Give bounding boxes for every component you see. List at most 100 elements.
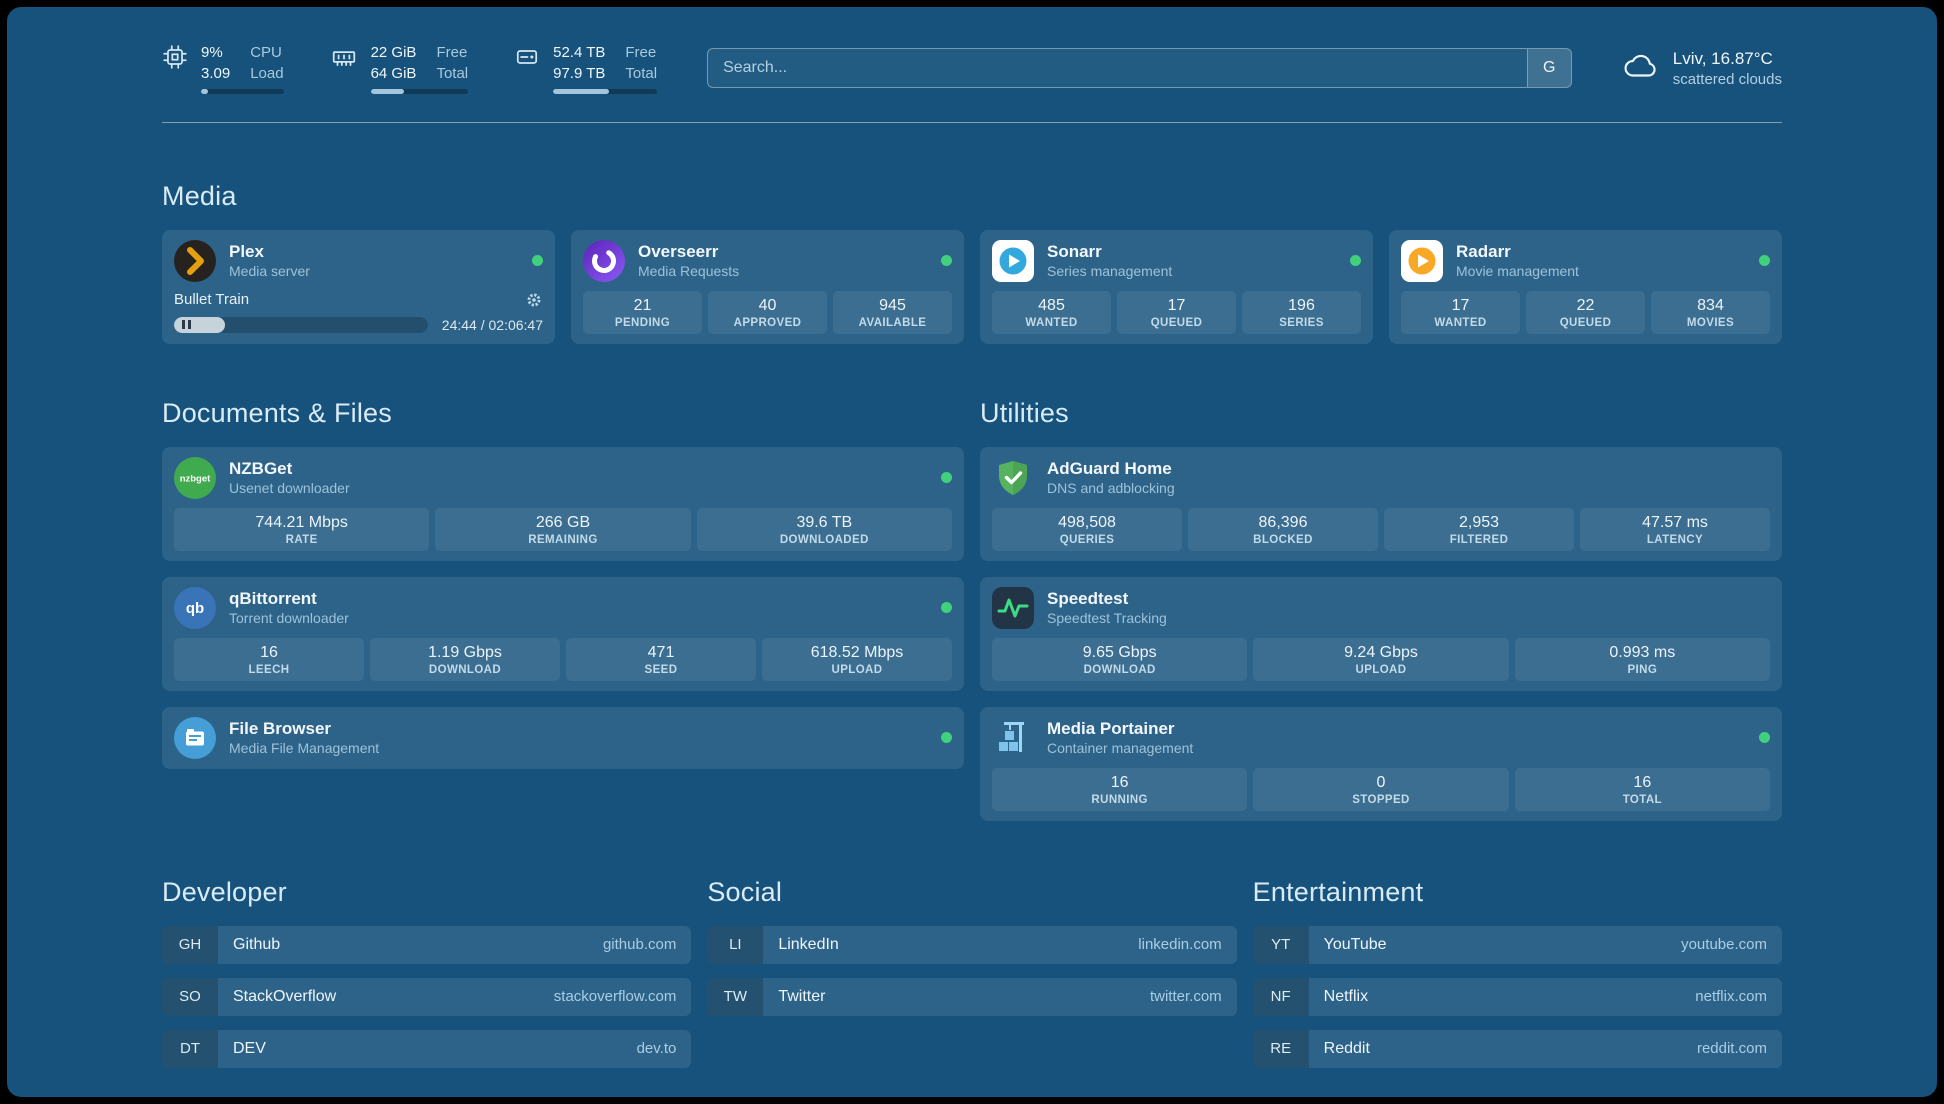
stat-approved: 40 APPROVED	[708, 290, 827, 334]
service-card-filebrowser[interactable]: File Browser Media File Management	[162, 706, 964, 769]
stat-blocked: 86,396 BLOCKED	[1188, 507, 1378, 551]
stat-download: 1.19 Gbps DOWNLOAD	[370, 637, 560, 681]
service-card-speedtest[interactable]: Speedtest Speedtest Tracking 9.65 Gbps D…	[980, 576, 1782, 691]
service-name: NZBGet	[229, 458, 293, 478]
stat-label: SERIES	[1279, 316, 1324, 329]
stat-label: APPROVED	[733, 316, 802, 329]
qbittorrent-icon: qb	[174, 586, 216, 629]
service-card-radarr[interactable]: Radarr Movie management 17 WANTED 22 QUE…	[1389, 229, 1782, 344]
stat-wanted: 17 WANTED	[1401, 290, 1520, 334]
filebrowser-icon	[174, 716, 216, 759]
now-playing-title: Bullet Train	[174, 291, 250, 309]
search-provider-button[interactable]: G	[1526, 49, 1571, 88]
stat-label: WANTED	[1434, 316, 1487, 329]
bookmark-name: DEV	[233, 1039, 266, 1057]
stat-value: 16	[1110, 773, 1129, 791]
memory-icon	[330, 44, 358, 75]
bookmark-url: linkedin.com	[1138, 936, 1222, 954]
documents-column: Documents & Files nzbget NZBGet Usenet d…	[162, 398, 964, 821]
overseerr-icon	[583, 239, 625, 282]
stat-movies: 834 MOVIES	[1651, 290, 1770, 334]
bookmark-url: youtube.com	[1681, 936, 1767, 954]
stat-label: DOWNLOAD	[1083, 663, 1156, 676]
service-card-plex[interactable]: Plex Media server Bullet Train	[162, 229, 555, 344]
stat-value: 16	[260, 643, 278, 661]
stat-filtered: 2,953 FILTERED	[1384, 507, 1574, 551]
disk-usage-bar	[553, 88, 658, 94]
search-input[interactable]	[708, 49, 1527, 88]
stat-value: 945	[879, 296, 906, 314]
stat-running: 16 RUNNING	[992, 767, 1248, 811]
bookmark-name: Netflix	[1323, 987, 1369, 1005]
stat-upload: 618.52 Mbps UPLOAD	[762, 637, 952, 681]
nzbget-icon: nzbget	[174, 456, 216, 499]
stat-label: WANTED	[1025, 316, 1078, 329]
service-card-overseerr[interactable]: Overseerr Media Requests 21 PENDING 40 A…	[571, 229, 964, 344]
bookmark-name: Twitter	[778, 987, 826, 1005]
stat-value: 86,396	[1258, 513, 1308, 531]
stat-label: LATENCY	[1646, 533, 1704, 546]
stat-seed: 471 SEED	[566, 637, 756, 681]
bookmark-dev[interactable]: DT DEV dev.to	[162, 1029, 692, 1068]
playback-progress-fill	[174, 316, 225, 333]
cpu-load-label: Load	[250, 64, 284, 82]
memory-free-label: Free	[436, 44, 468, 61]
status-dot	[941, 255, 952, 267]
memory-free-value: 22 GiB	[370, 44, 417, 61]
stat-value: 17	[1167, 296, 1186, 314]
search-bar: G	[707, 48, 1572, 89]
stat-label: UPLOAD	[1355, 663, 1407, 676]
speedtest-icon	[992, 586, 1034, 629]
bookmark-youtube[interactable]: YT YouTube youtube.com	[1252, 925, 1782, 964]
bookmark-twitter[interactable]: TW Twitter twitter.com	[707, 977, 1237, 1016]
playback-progress-bar[interactable]	[174, 316, 428, 333]
gear-icon[interactable]	[525, 291, 543, 309]
stat-label: FILTERED	[1449, 533, 1509, 546]
cpu-widget: 9% CPU 3.09 Load	[162, 43, 284, 94]
stat-downloaded: 39.6 TB DOWNLOADED	[696, 507, 952, 551]
stat-label: SEED	[644, 663, 678, 676]
stat-value: 22	[1576, 296, 1595, 314]
memory-usage-bar	[370, 88, 469, 94]
status-dot	[1759, 255, 1770, 267]
stat-value: 196	[1288, 296, 1315, 314]
stat-label: RUNNING	[1091, 793, 1148, 806]
bookmark-reddit[interactable]: RE Reddit reddit.com	[1252, 1029, 1782, 1068]
service-card-nzbget[interactable]: nzbget NZBGet Usenet downloader 744.21 M…	[162, 446, 964, 561]
bookmark-group-developer: Developer GH Github github.com SO StackO…	[162, 877, 692, 1068]
stat-label: QUERIES	[1059, 533, 1115, 546]
service-subtitle: Media server	[229, 263, 310, 280]
bookmark-url: twitter.com	[1149, 988, 1222, 1006]
service-name: Plex	[229, 241, 264, 261]
stat-label: STOPPED	[1352, 793, 1410, 806]
stat-label: DOWNLOADED	[779, 533, 869, 546]
pause-icon[interactable]	[182, 320, 185, 330]
service-card-sonarr[interactable]: Sonarr Series management 485 WANTED 17 Q…	[980, 229, 1373, 344]
cpu-load-value: 3.09	[201, 64, 231, 82]
stat-total: 16 TOTAL	[1514, 767, 1770, 811]
stat-available: 945 AVAILABLE	[833, 290, 952, 334]
bookmark-github[interactable]: GH Github github.com	[162, 925, 692, 964]
stat-pending: 21 PENDING	[583, 290, 702, 334]
stat-label: RATE	[285, 533, 318, 546]
plex-icon	[174, 239, 216, 282]
service-card-portainer[interactable]: Media Portainer Container management 16 …	[980, 706, 1782, 821]
service-card-qbittorrent[interactable]: qb qBittorrent Torrent downloader 16 LEE…	[162, 576, 964, 691]
bookmark-linkedin[interactable]: LI LinkedIn linkedin.com	[707, 925, 1237, 964]
service-name: File Browser	[229, 718, 332, 738]
bookmark-abbr: NF	[1252, 977, 1309, 1016]
bookmark-stackoverflow[interactable]: SO StackOverflow stackoverflow.com	[162, 977, 692, 1016]
service-name: Overseerr	[638, 241, 719, 261]
service-card-adguard[interactable]: AdGuard Home DNS and adblocking 498,508 …	[980, 446, 1782, 561]
stat-leech: 16 LEECH	[174, 637, 364, 681]
service-name: Sonarr	[1047, 241, 1102, 261]
bookmark-url: github.com	[602, 936, 677, 954]
service-subtitle: DNS and adblocking	[1047, 480, 1175, 497]
bookmark-netflix[interactable]: NF Netflix netflix.com	[1252, 977, 1782, 1016]
bookmark-url: stackoverflow.com	[553, 988, 677, 1006]
disk-widget: 52.4 TB Free 97.9 TB Total	[514, 43, 658, 94]
memory-widget: 22 GiB Free 64 GiB Total	[330, 43, 469, 94]
portainer-icon	[992, 717, 1034, 759]
service-subtitle: Movie management	[1456, 263, 1579, 280]
stat-queued: 22 QUEUED	[1526, 290, 1645, 334]
